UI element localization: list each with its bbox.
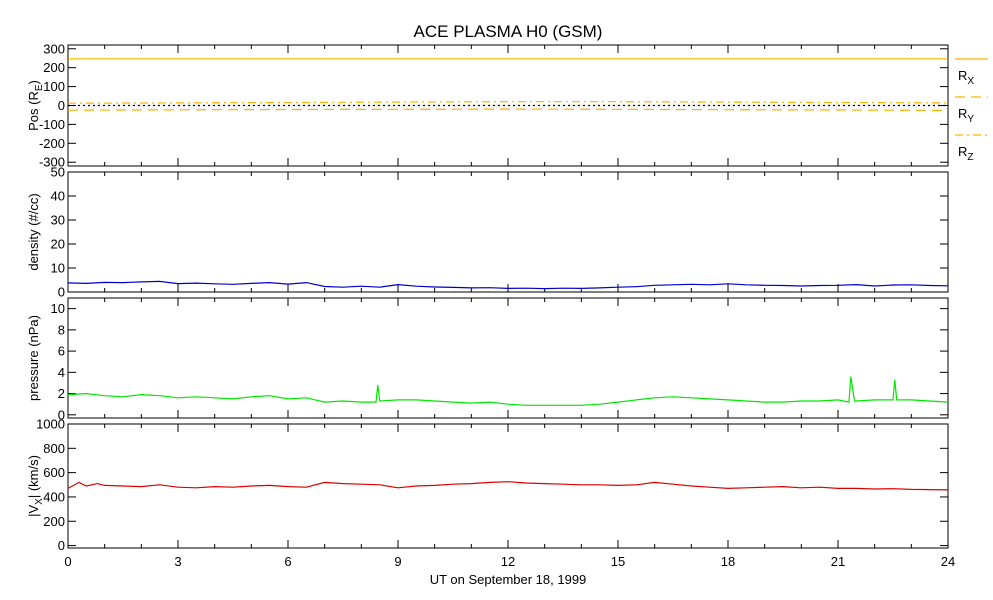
series-line-pos-1 (67, 108, 949, 111)
y-label-sub: E (34, 84, 45, 91)
y-tick-label: 100 (43, 79, 65, 94)
y-label-main: density (#/cc) (26, 193, 41, 270)
y-label-tail: ) (26, 80, 41, 84)
x-tick-label: 6 (284, 554, 291, 569)
x-tick-label: 12 (501, 554, 515, 569)
y-label-sub: X (34, 498, 45, 505)
chart-title: ACE PLASMA H0 (GSM) (414, 22, 603, 41)
y-tick-label: 0 (58, 285, 65, 300)
x-tick-label: 15 (611, 554, 625, 569)
y-tick-label: 800 (43, 441, 65, 456)
x-axis-label: UT on September 18, 1999 (430, 572, 587, 587)
y-tick-label: 400 (43, 489, 65, 504)
y-tick-label: 0 (58, 98, 65, 113)
y-tick-label: 0 (58, 538, 65, 553)
y-axis-label-vx: |VX| (km/s) (26, 455, 45, 517)
y-tick-label: 20 (51, 237, 65, 252)
legend-label-z: RZ (958, 144, 974, 163)
y-tick-label: 200 (43, 514, 65, 529)
y-tick-label: 200 (43, 60, 65, 75)
y-axis-label-pressure: pressure (nPa) (26, 315, 41, 401)
y-axis-label-pos: Pos (RE) (26, 80, 45, 131)
y-axis-label-density: density (#/cc) (26, 193, 41, 270)
y-tick-label: 10 (51, 261, 65, 276)
y-tick-label: 30 (51, 213, 65, 228)
y-tick-label: 300 (43, 41, 65, 56)
legend-label-x: RX (958, 68, 974, 87)
panel-pressure: 10 8 6 4 2 0 pressure (nPa) (26, 297, 949, 422)
series-line-vx-0 (67, 481, 949, 491)
panel-frame (67, 297, 949, 419)
y-tick-label: 10 (51, 301, 65, 316)
x-tick-label: 18 (721, 554, 735, 569)
y-tick-label: 4 (58, 365, 65, 380)
y-tick-label: 6 (58, 344, 65, 359)
panel-density: 50 40 30 20 10 0 density (#/cc) (26, 165, 949, 300)
y-tick-label: -100 (39, 117, 65, 132)
y-tick-label: 50 (51, 165, 65, 180)
panel-pos: 300 200 100 0 -100 -200 -300 Pos (RE) (26, 41, 949, 170)
series-line-pressure-0 (67, 376, 949, 406)
y-label-main: |V (26, 505, 41, 517)
y-tick-label: 0 (58, 407, 65, 422)
x-tick-label: 3 (174, 554, 181, 569)
y-tick-label: -200 (39, 136, 65, 151)
panel-frame (67, 423, 949, 549)
panel-vx: 1000 800 600 400 200 0 |VX| (km/s) (26, 417, 949, 553)
x-tick-label: 24 (941, 554, 955, 569)
panel-frame (67, 171, 949, 293)
legend-group: RX RY RZ (955, 58, 988, 163)
y-tick-label: 40 (51, 189, 65, 204)
y-label-main: pressure (nPa) (26, 315, 41, 401)
series-line-pos-2 (67, 101, 949, 104)
y-tick-label: 2 (58, 386, 65, 401)
y-tick-label: 600 (43, 465, 65, 480)
legend-label-y: RY (958, 106, 974, 125)
x-tick-label: 0 (64, 554, 71, 569)
y-tick-label: -300 (39, 155, 65, 170)
y-label-tail: | (km/s) (26, 455, 41, 498)
x-tick-label: 9 (394, 554, 401, 569)
x-axis-group: 0 3 6 9 12 15 18 21 24 (64, 554, 955, 569)
y-tick-label: 8 (58, 322, 65, 337)
y-tick-label: 1000 (36, 417, 65, 432)
y-label-main: Pos (R (26, 91, 41, 131)
x-tick-label: 21 (831, 554, 845, 569)
series-line-density-0 (67, 280, 949, 290)
